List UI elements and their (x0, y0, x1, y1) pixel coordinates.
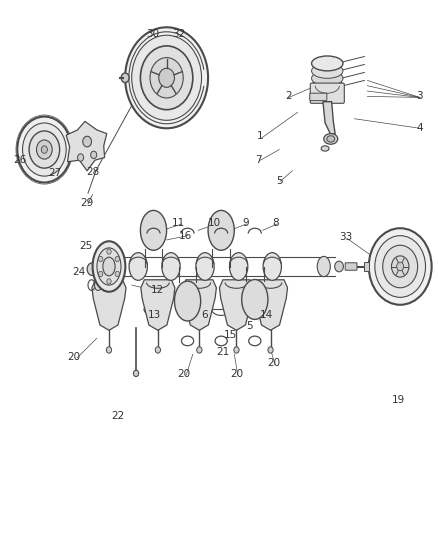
Ellipse shape (174, 281, 201, 321)
Text: 5: 5 (246, 321, 253, 331)
Text: 33: 33 (339, 232, 352, 243)
Ellipse shape (263, 253, 282, 280)
Text: 13: 13 (148, 310, 162, 320)
Ellipse shape (311, 56, 343, 71)
Text: 20: 20 (67, 352, 81, 362)
Text: 14: 14 (260, 310, 273, 320)
Circle shape (106, 347, 112, 353)
Text: 28: 28 (86, 167, 99, 177)
Text: 2: 2 (286, 91, 292, 101)
Circle shape (87, 263, 98, 276)
Text: 26: 26 (14, 155, 27, 165)
Ellipse shape (230, 253, 248, 280)
Ellipse shape (311, 78, 343, 93)
Text: 3: 3 (417, 91, 423, 101)
Circle shape (268, 347, 273, 353)
Text: 32: 32 (172, 29, 185, 39)
Circle shape (41, 146, 47, 154)
Ellipse shape (141, 211, 166, 251)
Circle shape (107, 249, 111, 254)
Text: 15: 15 (224, 329, 237, 340)
Text: 10: 10 (208, 218, 221, 228)
Text: 6: 6 (202, 310, 208, 320)
Circle shape (99, 271, 103, 277)
Ellipse shape (242, 279, 268, 319)
Circle shape (83, 136, 92, 147)
Text: 25: 25 (79, 241, 92, 251)
Text: 19: 19 (392, 395, 405, 406)
Ellipse shape (97, 248, 121, 285)
Polygon shape (66, 122, 107, 171)
Text: 5: 5 (276, 176, 283, 187)
Polygon shape (182, 280, 216, 330)
Circle shape (115, 256, 120, 262)
Text: 11: 11 (172, 218, 185, 228)
Circle shape (17, 117, 71, 182)
Text: 24: 24 (72, 267, 85, 277)
Circle shape (91, 151, 97, 159)
Text: 12: 12 (151, 286, 165, 295)
Text: 9: 9 (242, 218, 248, 228)
Circle shape (132, 35, 201, 120)
Polygon shape (254, 280, 288, 330)
Ellipse shape (321, 146, 329, 151)
Ellipse shape (129, 253, 148, 280)
Polygon shape (92, 280, 126, 330)
FancyBboxPatch shape (310, 83, 344, 103)
Circle shape (29, 131, 60, 168)
Text: 8: 8 (272, 218, 279, 228)
Text: 29: 29 (81, 198, 94, 208)
Ellipse shape (324, 134, 338, 144)
FancyBboxPatch shape (364, 262, 369, 271)
Circle shape (383, 245, 418, 288)
Text: 27: 27 (49, 168, 62, 179)
Ellipse shape (162, 253, 180, 280)
Polygon shape (141, 280, 175, 330)
Ellipse shape (103, 257, 115, 276)
Ellipse shape (208, 211, 234, 251)
Ellipse shape (311, 63, 343, 78)
Circle shape (150, 58, 183, 98)
Circle shape (197, 347, 202, 353)
Text: 1: 1 (257, 131, 264, 141)
Circle shape (392, 256, 409, 277)
Text: 20: 20 (230, 369, 243, 379)
Circle shape (99, 256, 103, 262)
Circle shape (125, 27, 208, 128)
Circle shape (141, 46, 193, 110)
Circle shape (155, 347, 160, 353)
Ellipse shape (196, 253, 214, 280)
Circle shape (159, 68, 174, 87)
Circle shape (375, 236, 426, 297)
Ellipse shape (92, 241, 125, 292)
Polygon shape (323, 102, 335, 135)
Circle shape (121, 73, 129, 83)
Polygon shape (219, 280, 254, 330)
Ellipse shape (327, 136, 335, 142)
Circle shape (22, 123, 66, 176)
Text: 22: 22 (111, 411, 124, 422)
Circle shape (369, 228, 431, 305)
Circle shape (335, 261, 343, 272)
Text: 16: 16 (178, 231, 191, 241)
Text: 20: 20 (267, 358, 280, 368)
FancyBboxPatch shape (345, 263, 357, 270)
Ellipse shape (311, 71, 343, 86)
Text: 30: 30 (146, 29, 159, 39)
Circle shape (397, 262, 404, 271)
Circle shape (107, 279, 111, 284)
Circle shape (115, 271, 120, 277)
Text: 7: 7 (255, 155, 261, 165)
FancyBboxPatch shape (310, 93, 327, 101)
Circle shape (36, 140, 52, 159)
Circle shape (134, 370, 139, 376)
Ellipse shape (317, 256, 330, 277)
Circle shape (234, 347, 239, 353)
Text: 20: 20 (177, 369, 191, 379)
Text: 4: 4 (417, 123, 423, 133)
Circle shape (78, 154, 84, 161)
Text: 21: 21 (216, 346, 229, 357)
